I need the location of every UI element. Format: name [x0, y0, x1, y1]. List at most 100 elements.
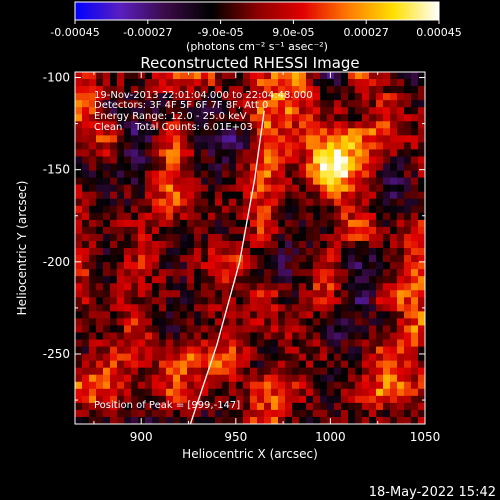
- heatmap-cell: [222, 142, 230, 151]
- heatmap-cell: [348, 226, 356, 235]
- heatmap-cell: [117, 360, 125, 369]
- heatmap-cell: [110, 304, 118, 312]
- heatmap-cell: [264, 142, 272, 151]
- heatmap-cell: [138, 304, 146, 312]
- heatmap-cell: [89, 402, 97, 411]
- heatmap-cell: [397, 409, 405, 418]
- heatmap-cell: [201, 121, 209, 129]
- heatmap-cell: [110, 184, 118, 193]
- heatmap-cell: [292, 79, 300, 87]
- heatmap-cell: [355, 149, 363, 158]
- heatmap-cell: [271, 346, 279, 355]
- heatmap-cell: [117, 402, 125, 411]
- heatmap-cell: [173, 86, 181, 94]
- heatmap-cell: [96, 135, 104, 143]
- heatmap-cell: [313, 86, 321, 94]
- heatmap-cell: [320, 367, 328, 376]
- heatmap-cell: [201, 318, 209, 327]
- heatmap-cell: [285, 79, 293, 87]
- heatmap-cell: [334, 156, 342, 165]
- heatmap-cell: [418, 304, 425, 312]
- heatmap-cell: [138, 86, 146, 94]
- heatmap-cell: [320, 128, 328, 136]
- heatmap-cell: [341, 149, 349, 158]
- heatmap-cell: [313, 240, 321, 249]
- colorbar-tick-label: 0.00045: [416, 26, 462, 39]
- heatmap-cell: [257, 269, 265, 277]
- heatmap-cell: [411, 283, 419, 291]
- heatmap-cell: [145, 248, 153, 256]
- heatmap-cell: [194, 128, 202, 136]
- heatmap-cell: [390, 121, 398, 129]
- heatmap-cell: [103, 86, 111, 94]
- heatmap-cell: [404, 149, 412, 158]
- heatmap-cell: [292, 332, 300, 341]
- heatmap-cell: [264, 325, 272, 334]
- heatmap-cell: [341, 332, 349, 341]
- heatmap-cell: [390, 395, 398, 404]
- heatmap-cell: [124, 86, 132, 94]
- heatmap-cell: [313, 72, 321, 80]
- heatmap-cell: [362, 290, 370, 298]
- heatmap-cell: [173, 360, 181, 369]
- heatmap-cell: [145, 318, 153, 327]
- heatmap-cell: [201, 114, 209, 122]
- heatmap-cell: [159, 353, 167, 362]
- heatmap-cell: [390, 86, 398, 94]
- heatmap-cell: [194, 332, 202, 341]
- heatmap-cell: [159, 346, 167, 355]
- heatmap-cell: [362, 128, 370, 136]
- heatmap-cell: [243, 163, 251, 172]
- heatmap-cell: [89, 212, 97, 221]
- heatmap-cell: [362, 283, 370, 291]
- heatmap-cell: [152, 332, 160, 341]
- heatmap-cell: [180, 93, 188, 101]
- heatmap-cell: [362, 205, 370, 214]
- heatmap-cell: [285, 121, 293, 129]
- heatmap-cell: [404, 374, 412, 383]
- heatmap-cell: [166, 367, 174, 376]
- heatmap-cell: [355, 346, 363, 355]
- heatmap-cell: [313, 346, 321, 355]
- heatmap-cell: [271, 184, 279, 193]
- heatmap-cell: [292, 240, 300, 249]
- heatmap-cell: [341, 311, 349, 319]
- heatmap-cell: [117, 156, 125, 165]
- heatmap-cell: [208, 184, 216, 193]
- heatmap-cell: [215, 121, 223, 129]
- heatmap-cell: [320, 205, 328, 214]
- heatmap-cell: [152, 79, 160, 87]
- heatmap-cell: [355, 367, 363, 376]
- heatmap-cell: [355, 219, 363, 228]
- heatmap-cell: [257, 184, 265, 193]
- heatmap-cell: [376, 248, 384, 256]
- heatmap-cell: [411, 297, 419, 305]
- heatmap-cell: [166, 374, 174, 383]
- heatmap-cell: [383, 381, 391, 390]
- heatmap-cell: [236, 191, 244, 200]
- heatmap-cell: [215, 205, 223, 214]
- heatmap-cell: [341, 79, 349, 87]
- heatmap-cell: [348, 290, 356, 298]
- heatmap-cell: [159, 269, 167, 277]
- heatmap-cell: [173, 381, 181, 390]
- heatmap-cell: [222, 100, 230, 108]
- heatmap-cell: [278, 297, 286, 305]
- heatmap-cell: [418, 395, 425, 404]
- heatmap-cell: [75, 93, 83, 101]
- heatmap-cell: [194, 240, 202, 249]
- heatmap-cell: [124, 290, 132, 298]
- heatmap-cell: [194, 212, 202, 221]
- heatmap-cell: [117, 269, 125, 277]
- heatmap-cell: [124, 226, 132, 235]
- heatmap-cell: [75, 219, 83, 228]
- heatmap-cell: [243, 170, 251, 179]
- heatmap-cell: [145, 395, 153, 404]
- heatmap-cell: [418, 93, 425, 101]
- heatmap-cell: [187, 367, 195, 376]
- heatmap-cell: [327, 205, 335, 214]
- heatmap-cell: [229, 240, 237, 249]
- heatmap-cell: [397, 226, 405, 235]
- heatmap-cell: [152, 128, 160, 136]
